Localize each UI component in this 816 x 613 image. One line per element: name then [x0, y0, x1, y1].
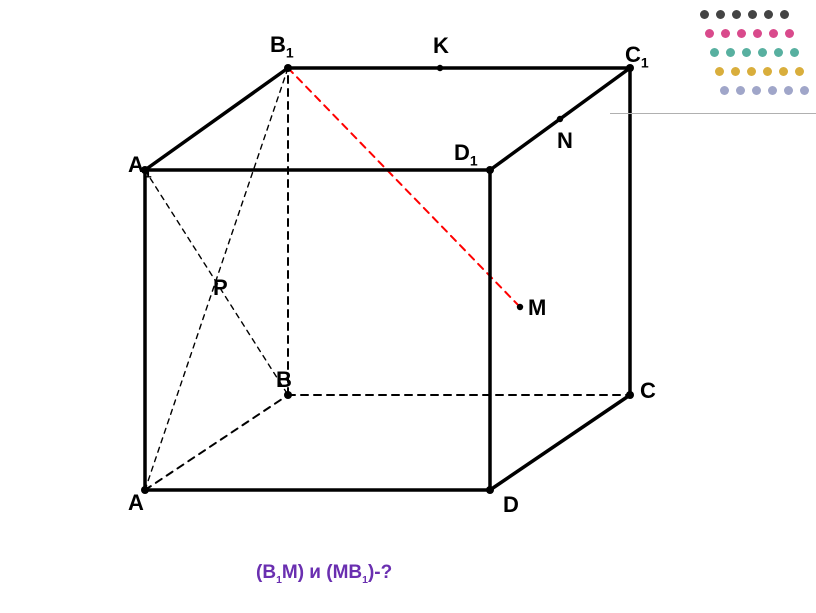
cap-suffix: )-?: [368, 562, 392, 583]
decor-dot: [726, 48, 735, 57]
decor-dot: [716, 10, 725, 19]
label-K: K: [433, 33, 449, 59]
cap-mid: М) и (МВ: [282, 562, 362, 583]
decor-dot: [715, 67, 724, 76]
decor-dot: [768, 86, 777, 95]
label-D1: D1: [454, 140, 478, 168]
decor-dot: [737, 29, 746, 38]
decor-dot: [747, 67, 756, 76]
label-N: N: [557, 128, 573, 154]
cap-prefix: (В: [256, 562, 276, 583]
decor-dot: [748, 10, 757, 19]
decor-dot: [774, 48, 783, 57]
label-A1: A1: [128, 152, 152, 180]
label-D: D: [503, 492, 519, 518]
dot-row: [700, 10, 789, 19]
decor-dot: [720, 86, 729, 95]
question-caption: (В1М) и (МВ1)-?: [256, 562, 392, 586]
label-C1: C1: [625, 42, 649, 70]
decor-dot: [753, 29, 762, 38]
decor-dot: [731, 67, 740, 76]
dot-row: [710, 48, 799, 57]
decor-dot: [732, 10, 741, 19]
label-A: A: [128, 490, 144, 516]
decor-dot: [700, 10, 709, 19]
decor-dot: [758, 48, 767, 57]
dot-row: [715, 67, 804, 76]
decor-dot: [790, 48, 799, 57]
decor-dot: [769, 29, 778, 38]
decor-dot: [779, 67, 788, 76]
decor-dot: [705, 29, 714, 38]
dot-row: [720, 86, 809, 95]
decor-dot: [795, 67, 804, 76]
label-M: M: [528, 295, 546, 321]
decor-dot: [800, 86, 809, 95]
decor-dot: [721, 29, 730, 38]
label-B: B: [276, 367, 292, 393]
decor-dot: [780, 10, 789, 19]
decor-dot: [752, 86, 761, 95]
decor-dot: [742, 48, 751, 57]
decor-dot: [763, 67, 772, 76]
cube-diagram: [0, 0, 816, 613]
decor-dot: [764, 10, 773, 19]
label-C: C: [640, 378, 656, 404]
decor-dot: [785, 29, 794, 38]
decor-dot: [784, 86, 793, 95]
decor-underline: [610, 113, 816, 114]
dot-row: [705, 29, 794, 38]
decor-dot: [710, 48, 719, 57]
label-P: P: [213, 275, 228, 301]
label-B1: B1: [270, 32, 294, 60]
decor-dot: [736, 86, 745, 95]
